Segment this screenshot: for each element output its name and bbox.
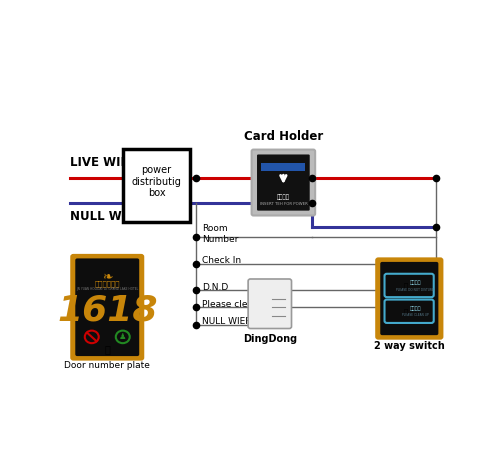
Text: Room
Number: Room Number bbox=[202, 224, 238, 244]
Text: ❧: ❧ bbox=[102, 270, 113, 283]
Text: 2 way switch: 2 way switch bbox=[374, 341, 444, 351]
Bar bbox=[262, 163, 306, 171]
Text: 🔔: 🔔 bbox=[104, 344, 110, 354]
Text: 请帮清理: 请帮清理 bbox=[410, 306, 421, 311]
FancyBboxPatch shape bbox=[384, 274, 434, 297]
Text: D.N.D: D.N.D bbox=[202, 283, 228, 292]
Text: 插卡取电: 插卡取电 bbox=[277, 195, 290, 201]
Text: INSERT TEH FOR POWER: INSERT TEH FOR POWER bbox=[260, 202, 307, 206]
Text: Check In: Check In bbox=[202, 256, 241, 265]
FancyBboxPatch shape bbox=[248, 279, 292, 328]
FancyBboxPatch shape bbox=[384, 299, 434, 323]
Text: NULL WIER: NULL WIER bbox=[202, 318, 252, 327]
Text: NULL WIRE: NULL WIRE bbox=[70, 210, 144, 222]
FancyBboxPatch shape bbox=[76, 258, 139, 356]
Text: 金源假日酒店: 金源假日酒店 bbox=[94, 280, 120, 287]
Text: Door number plate: Door number plate bbox=[64, 361, 150, 370]
Text: JIN YUAN HOLIDAY LE GRAND LAKE HOTEL: JIN YUAN HOLIDAY LE GRAND LAKE HOTEL bbox=[76, 287, 138, 291]
Text: 🔔: 🔔 bbox=[404, 282, 407, 289]
FancyBboxPatch shape bbox=[257, 154, 310, 211]
Text: Please clean up: Please clean up bbox=[202, 300, 273, 309]
Bar bbox=[122, 149, 190, 222]
Text: ♟: ♟ bbox=[119, 333, 126, 342]
Text: 1618: 1618 bbox=[57, 293, 158, 327]
FancyBboxPatch shape bbox=[380, 262, 438, 335]
FancyBboxPatch shape bbox=[252, 149, 315, 216]
Text: PLEASE CLEAN UP: PLEASE CLEAN UP bbox=[402, 313, 428, 318]
Text: 🧹: 🧹 bbox=[404, 308, 407, 314]
Text: 请勿打扰: 请勿打扰 bbox=[410, 280, 421, 285]
Text: PLEASE DO NOT DISTURB: PLEASE DO NOT DISTURB bbox=[396, 288, 434, 292]
Text: DingDong: DingDong bbox=[243, 334, 297, 344]
FancyBboxPatch shape bbox=[70, 254, 144, 361]
Text: Card Holder: Card Holder bbox=[244, 130, 323, 143]
FancyBboxPatch shape bbox=[375, 257, 444, 340]
Text: power
distributig
box: power distributig box bbox=[132, 165, 182, 198]
Text: LIVE WIRE: LIVE WIRE bbox=[70, 156, 138, 169]
